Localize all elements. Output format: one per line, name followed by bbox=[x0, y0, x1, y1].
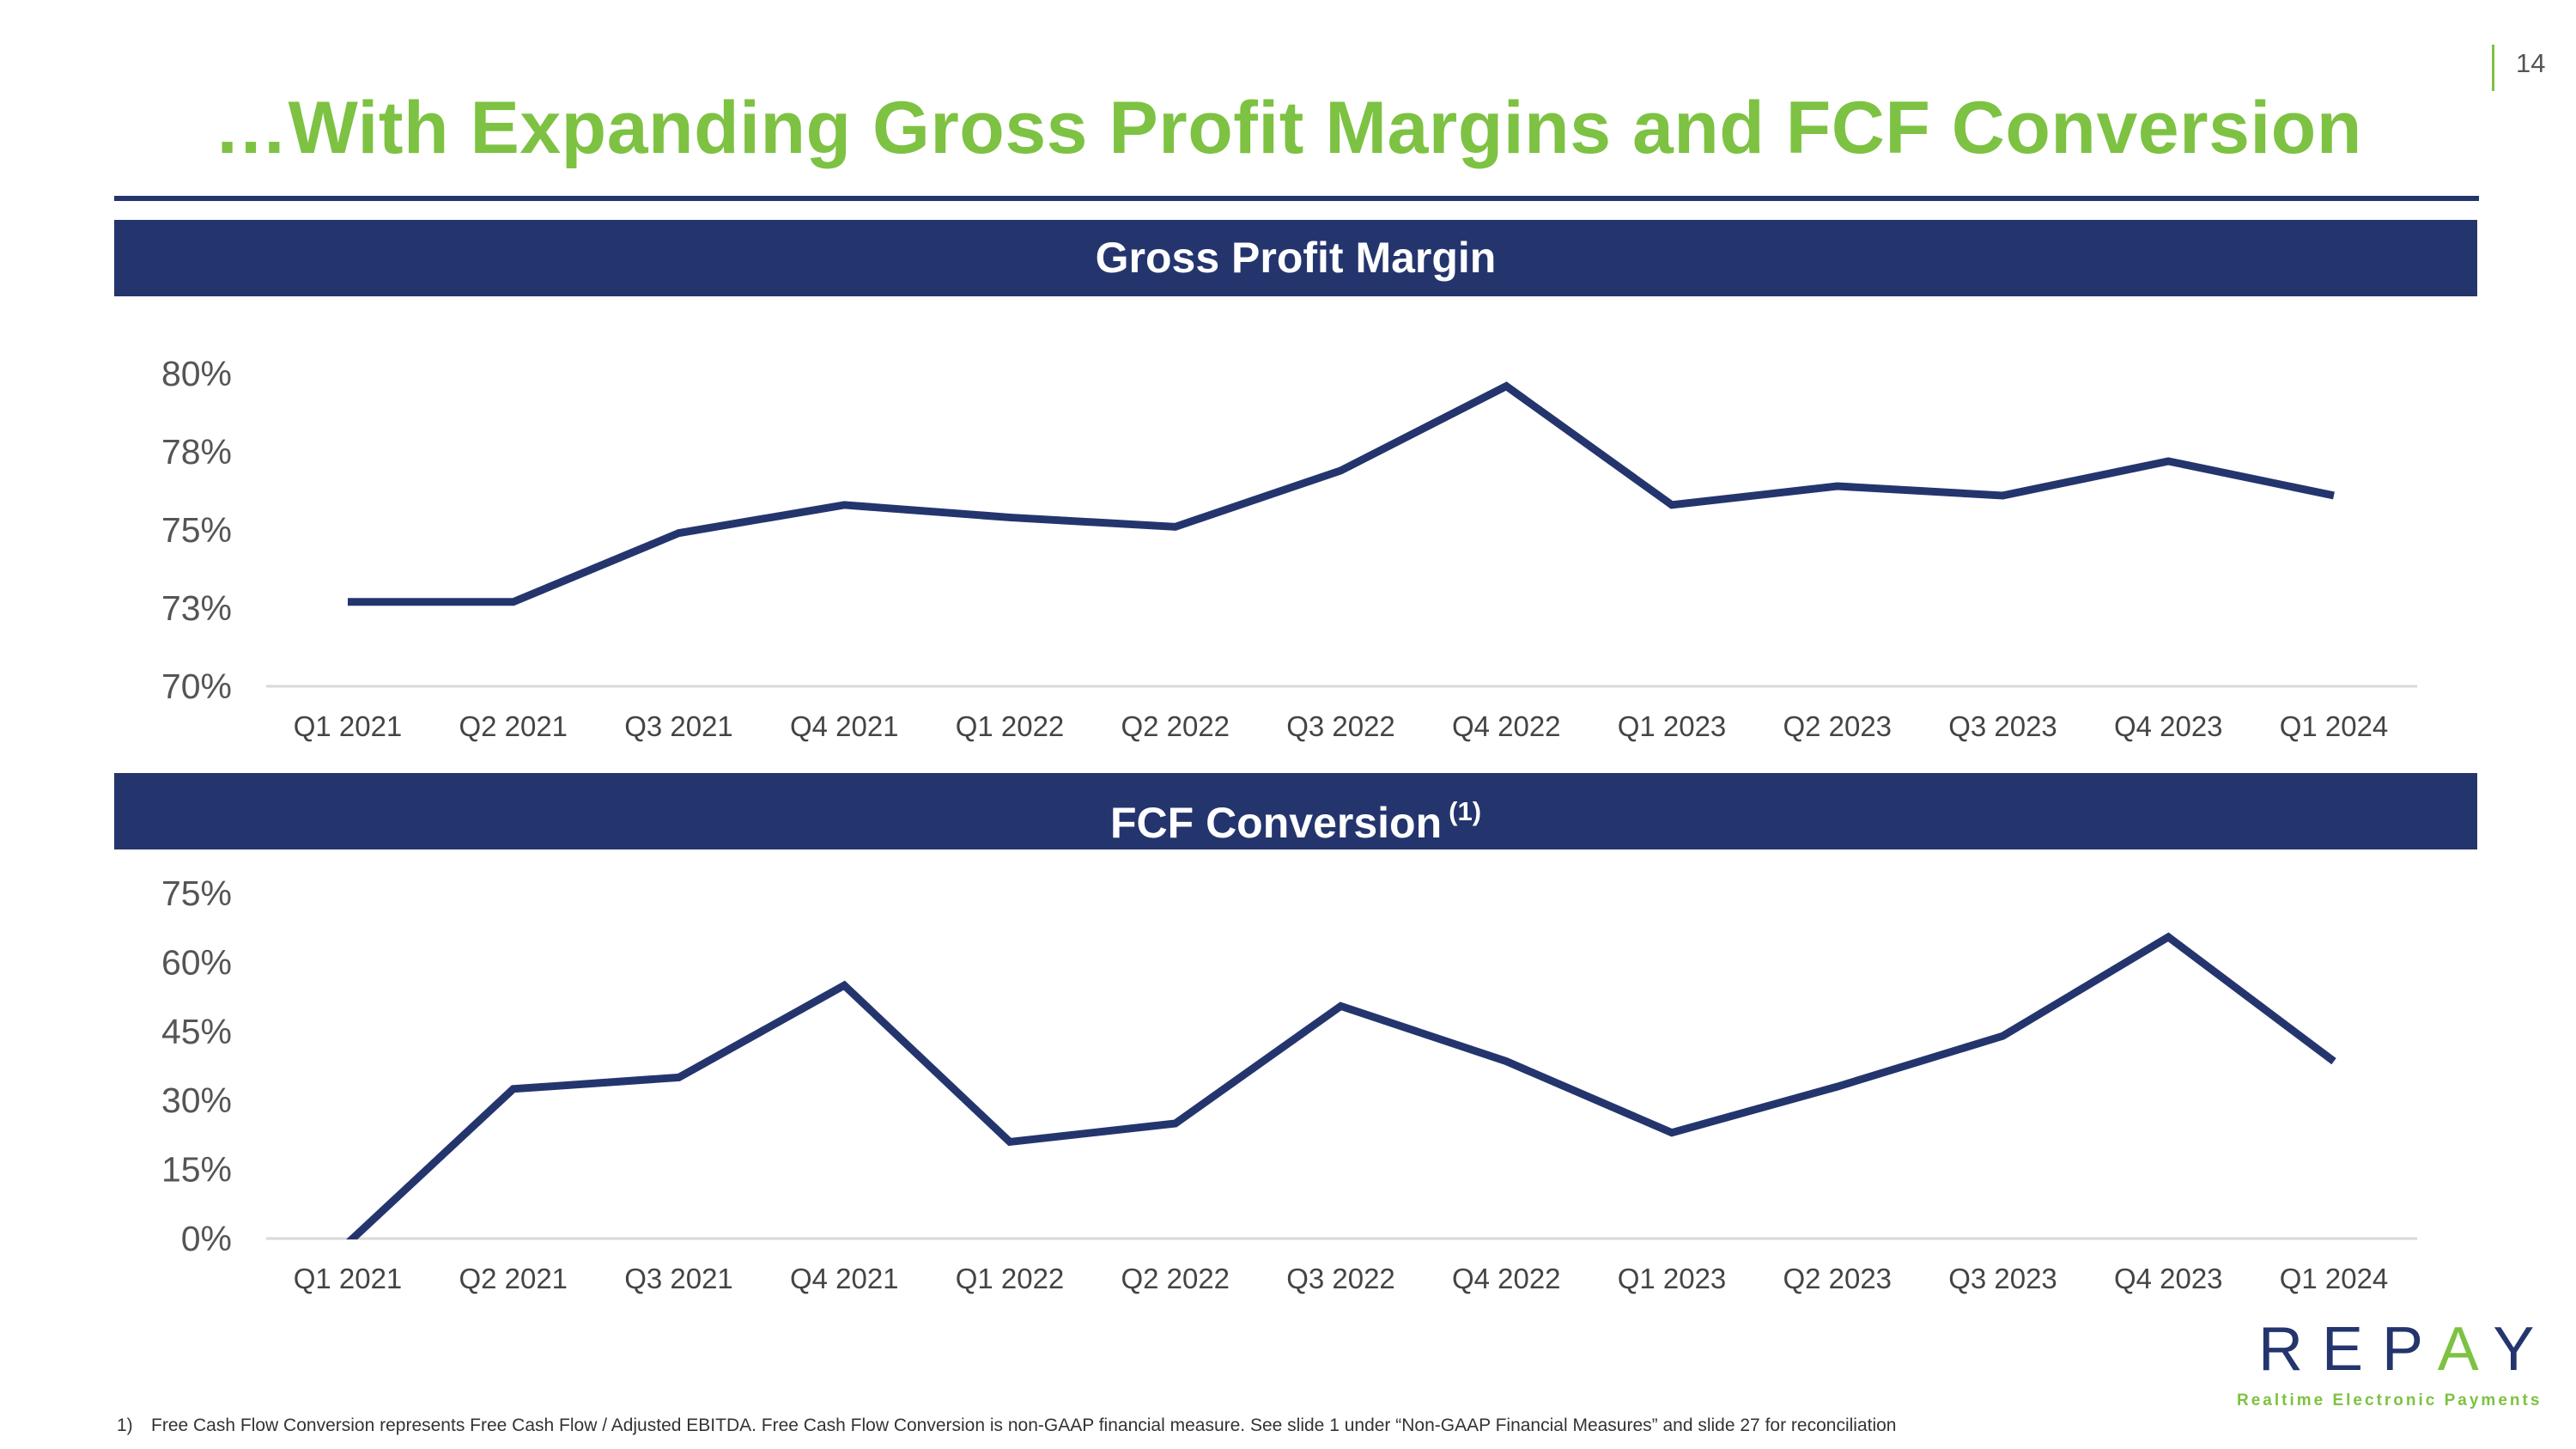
x-category-label: Q2 2021 bbox=[459, 710, 568, 742]
title-underline bbox=[114, 196, 2479, 201]
x-category-label: Q2 2023 bbox=[1783, 710, 1892, 742]
series-line bbox=[346, 932, 2336, 1239]
footnote-text: Free Cash Flow Conversion represents Fre… bbox=[151, 1416, 1897, 1435]
gross-profit-margin-title: Gross Profit Margin bbox=[1095, 234, 1497, 282]
y-tick-label: 75% bbox=[161, 510, 232, 550]
x-category-label: Q1 2021 bbox=[294, 1263, 403, 1294]
series-line bbox=[348, 381, 2335, 606]
x-category-label: Q2 2021 bbox=[459, 1263, 568, 1294]
y-tick-label: 75% bbox=[161, 874, 232, 913]
y-tick-label: 73% bbox=[161, 588, 232, 628]
y-tick-label: 60% bbox=[161, 942, 232, 982]
x-category-label: Q4 2022 bbox=[1452, 710, 1561, 742]
x-category-label: Q4 2023 bbox=[2114, 710, 2223, 742]
repay-logo: REPAY bbox=[2258, 1314, 2553, 1385]
fcf-conversion-title: FCF Conversion bbox=[1109, 799, 1443, 847]
x-category-label: Q3 2021 bbox=[624, 1263, 733, 1294]
x-category-label: Q3 2021 bbox=[624, 710, 733, 742]
y-tick-label: 15% bbox=[161, 1150, 232, 1190]
fcf-footnote-ref: (1) bbox=[1449, 796, 1482, 826]
gross-profit-margin-header: Gross Profit Margin bbox=[114, 220, 2477, 296]
x-category-label: Q3 2022 bbox=[1286, 710, 1395, 742]
x-category-label: Q1 2022 bbox=[956, 1263, 1065, 1294]
logo-wordmark-post: Y bbox=[2493, 1315, 2554, 1384]
x-category-label: Q1 2023 bbox=[1618, 1263, 1727, 1294]
y-tick-label: 70% bbox=[161, 667, 232, 706]
logo-wordmark-accent: A bbox=[2437, 1315, 2494, 1384]
footnote: 1) Free Cash Flow Conversion represents F… bbox=[117, 1416, 1896, 1436]
x-category-label: Q3 2023 bbox=[1948, 710, 2057, 742]
y-tick-label: 45% bbox=[161, 1012, 232, 1051]
y-tick-label: 30% bbox=[161, 1081, 232, 1120]
x-category-label: Q1 2023 bbox=[1618, 710, 1727, 742]
x-category-label: Q1 2022 bbox=[956, 710, 1065, 742]
x-category-label: Q2 2022 bbox=[1121, 1263, 1230, 1294]
y-tick-label: 0% bbox=[181, 1219, 232, 1258]
x-category-label: Q4 2021 bbox=[790, 1263, 899, 1294]
logo-wordmark-pre: REP bbox=[2258, 1315, 2438, 1384]
fcf-conversion-header: FCF Conversion (1) bbox=[114, 773, 2477, 849]
slide-title: …With Expanding Gross Profit Margins and… bbox=[214, 87, 2362, 169]
logo-tagline: Realtime Electronic Payments bbox=[2237, 1391, 2543, 1409]
x-category-label: Q2 2023 bbox=[1783, 1263, 1892, 1294]
x-category-label: Q1 2024 bbox=[2280, 710, 2389, 742]
x-category-label: Q1 2024 bbox=[2280, 1263, 2389, 1294]
y-tick-label: 80% bbox=[161, 354, 232, 393]
x-category-label: Q1 2021 bbox=[294, 710, 403, 742]
x-category-label: Q4 2023 bbox=[2114, 1263, 2223, 1294]
y-tick-label: 78% bbox=[161, 432, 232, 472]
page-number-divider bbox=[2492, 45, 2494, 91]
page-number: 14 bbox=[2516, 48, 2546, 78]
x-category-label: Q2 2022 bbox=[1121, 710, 1230, 742]
x-category-label: Q4 2022 bbox=[1452, 1263, 1561, 1294]
fcf-conversion-chart: 0% 15% 30% 45% 60% 75% Q1 2021 Q2 2021 Q3 2021 Q4… bbox=[161, 874, 2417, 1294]
x-category-label: Q3 2022 bbox=[1286, 1263, 1395, 1294]
x-category-label: Q4 2021 bbox=[790, 710, 899, 742]
footnote-marker: 1) bbox=[117, 1416, 133, 1435]
x-category-label: Q3 2023 bbox=[1948, 1263, 2057, 1294]
gross-profit-margin-chart: 70% 73% 75% 78% 80% Q1 2021 Q2 2021 Q3 2021 Q4 2… bbox=[161, 354, 2417, 742]
